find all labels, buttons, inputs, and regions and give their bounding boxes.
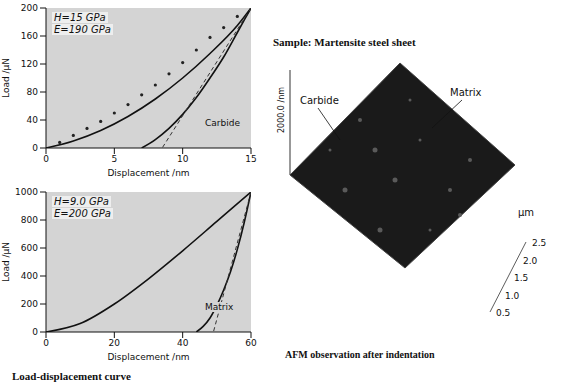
html-text:Matrix: Matrix	[205, 302, 234, 312]
svg-text:800: 800	[21, 215, 38, 225]
svg-text:Load /µN: Load /µN	[1, 58, 11, 98]
svg-text:5: 5	[111, 154, 117, 164]
html-text:H=15 GPa: H=15 GPa	[54, 12, 106, 23]
svg-text:µm: µm	[518, 207, 534, 218]
svg-text:80: 80	[27, 87, 39, 97]
svg-text:0.5: 0.5	[496, 308, 510, 318]
html-text:Carbide: Carbide	[205, 118, 240, 128]
svg-text:0: 0	[32, 327, 38, 337]
svg-text:40: 40	[27, 115, 39, 125]
svg-text:Matrix: Matrix	[450, 87, 482, 98]
svg-text:0: 0	[43, 338, 49, 348]
svg-text:AFM observation after indentat: AFM observation after indentation	[285, 349, 435, 360]
svg-text:160: 160	[21, 31, 38, 41]
svg-text:10: 10	[177, 154, 189, 164]
svg-text:400: 400	[21, 271, 38, 281]
svg-text:2.5: 2.5	[532, 238, 546, 248]
svg-text:Load /µN: Load /µN	[1, 242, 11, 282]
svg-text:200: 200	[21, 299, 38, 309]
svg-text:15: 15	[245, 154, 256, 164]
svg-text:2000.0 /nm: 2000.0 /nm	[277, 87, 286, 133]
svg-text:1000: 1000	[15, 187, 38, 197]
svg-text:0: 0	[43, 154, 49, 164]
svg-text:200: 200	[21, 3, 38, 13]
svg-text:40: 40	[177, 338, 189, 348]
svg-text:20: 20	[109, 338, 121, 348]
svg-text:120: 120	[21, 59, 38, 69]
svg-text:2.0: 2.0	[523, 256, 538, 266]
svg-text:60: 60	[245, 338, 257, 348]
svg-text:Displacement /nm: Displacement /nm	[107, 352, 189, 362]
html-text:H=9.0 GPa: H=9.0 GPa	[54, 196, 109, 207]
svg-text:Displacement /nm: Displacement /nm	[107, 168, 189, 178]
svg-text:1.0: 1.0	[505, 291, 520, 301]
svg-text:1.5: 1.5	[514, 273, 528, 283]
svg-text:Carbide: Carbide	[300, 95, 339, 106]
svg-text:Sample: Martensite steel sheet: Sample: Martensite steel sheet	[273, 36, 416, 48]
html-text:E=190 GPa: E=190 GPa	[54, 24, 111, 35]
svg-text:0: 0	[32, 143, 38, 153]
html-text:Load-displacement curve: Load-displacement curve	[12, 370, 131, 382]
html-text:E=200 GPa: E=200 GPa	[54, 208, 111, 219]
svg-text:600: 600	[21, 243, 38, 253]
